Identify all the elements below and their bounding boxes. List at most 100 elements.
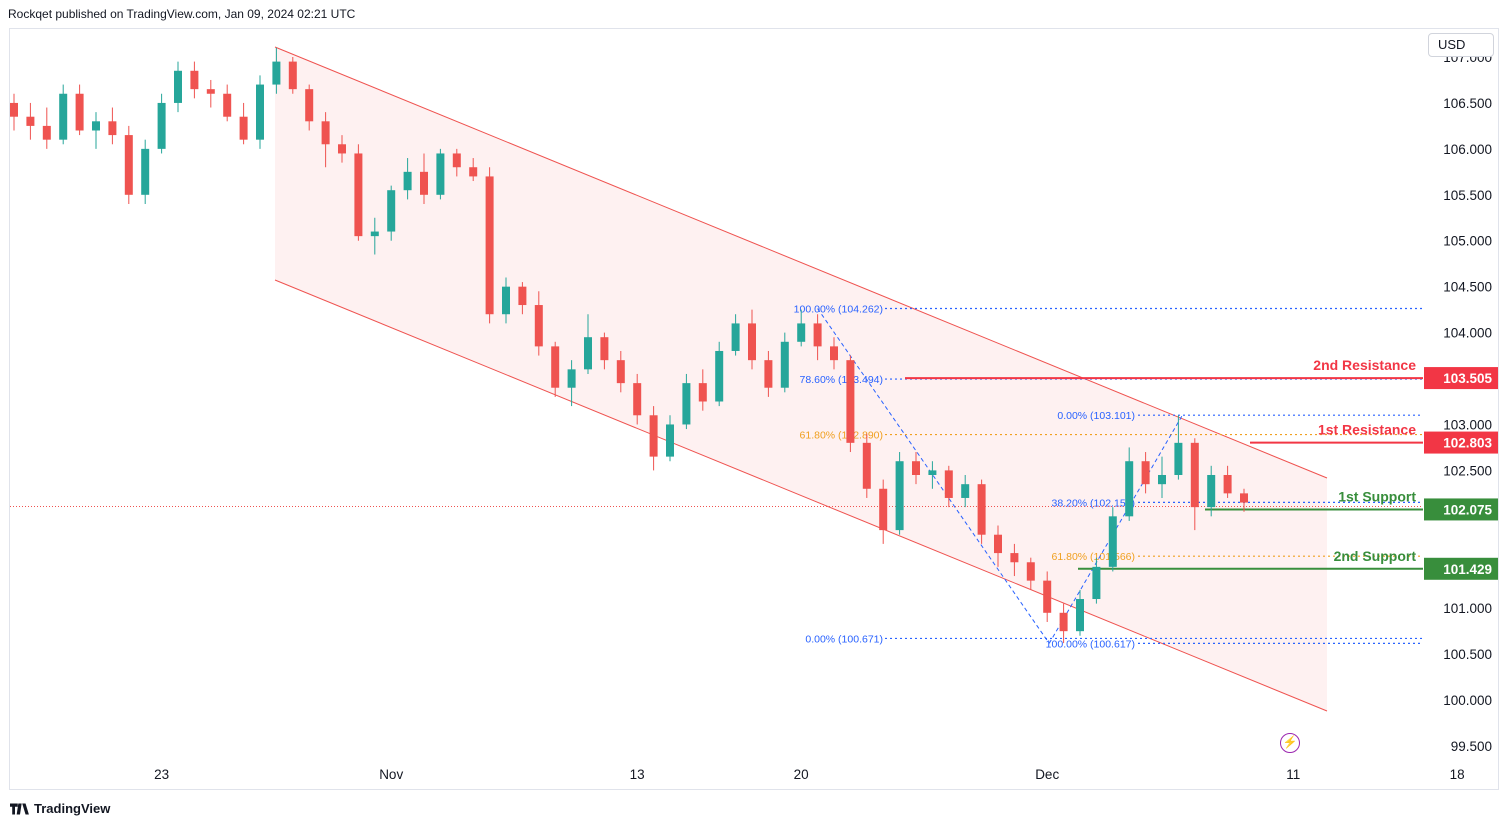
price-axis-label: 105.000 — [1443, 234, 1492, 249]
channel-lower-line — [274, 279, 1328, 712]
candle-body — [616, 360, 625, 384]
candle-body — [780, 341, 789, 388]
candle-body — [813, 323, 822, 347]
candle-body — [584, 337, 592, 370]
candle-body — [1092, 566, 1101, 600]
price-axis-label: 100.500 — [1443, 647, 1492, 662]
candle-body — [305, 89, 314, 122]
candle-body — [1059, 612, 1068, 632]
candle-body — [731, 323, 740, 351]
fib-diagonal — [817, 308, 1050, 644]
candle-body — [1223, 474, 1232, 494]
candle-body — [1240, 493, 1248, 503]
candle-body — [698, 383, 707, 402]
candle-body — [1207, 474, 1216, 508]
candle-body — [633, 383, 642, 416]
candle-body — [1125, 461, 1134, 517]
candle-body — [469, 167, 478, 177]
candle-body — [551, 346, 560, 388]
fib-label: 61.80% (102.890) — [800, 430, 883, 442]
currency-button[interactable]: USD — [1428, 33, 1494, 57]
fib-label: 100.00% (100.617) — [1046, 638, 1135, 650]
candle-body — [1141, 461, 1150, 485]
candle-body — [206, 89, 215, 94]
candle-body — [190, 70, 199, 90]
candle-body — [59, 93, 68, 140]
candle-body — [748, 323, 756, 361]
fib-label: 38.20% (102.152) — [1052, 497, 1135, 509]
candle-body — [26, 116, 35, 126]
candle-body — [288, 61, 297, 90]
candle-body — [666, 424, 674, 457]
candle-body — [715, 350, 724, 402]
candle-body — [994, 534, 1002, 554]
candle-body — [239, 116, 248, 140]
price-axis-label: 101.000 — [1443, 601, 1492, 616]
channel-upper-line — [274, 46, 1328, 479]
candle-body — [879, 488, 888, 531]
chart-frame — [9, 28, 1499, 790]
candle-body — [1158, 474, 1166, 485]
candle-body — [75, 93, 84, 131]
candle-body — [485, 176, 494, 315]
candle-body — [272, 61, 281, 85]
candle-body — [518, 286, 527, 306]
candle-body — [452, 153, 461, 168]
fib-label: 100.00% (104.262) — [794, 304, 883, 316]
candle-body — [1010, 553, 1019, 563]
price-tag-label: 102.075 — [1443, 502, 1492, 517]
price-axis-label: 106.000 — [1443, 142, 1492, 157]
fib-label: 78.60% (103.494) — [800, 374, 883, 386]
candle-body — [534, 305, 543, 347]
time-axis-label: 20 — [794, 767, 809, 782]
level-label: 1st Resistance — [1318, 422, 1416, 438]
price-axis-label: 106.500 — [1443, 96, 1492, 111]
candle-body — [944, 470, 953, 498]
price-axis-label: 104.000 — [1443, 326, 1492, 341]
channel-fill — [275, 47, 1327, 711]
candle-body — [174, 70, 182, 103]
price-tag-label: 102.803 — [1443, 436, 1492, 451]
tradingview-logo-icon — [10, 802, 29, 815]
candle-body — [895, 461, 904, 531]
candle-body — [370, 231, 379, 237]
candle-body — [338, 144, 346, 154]
candle-body — [961, 484, 970, 498]
footer-brand[interactable]: TradingView — [10, 801, 110, 816]
time-axis-label: 11 — [1286, 767, 1300, 782]
price-tag — [1424, 557, 1498, 580]
price-axis-label: 99.500 — [1451, 739, 1492, 754]
candle-body — [403, 171, 412, 191]
time-axis-label: Dec — [1035, 767, 1059, 782]
candle-body — [108, 121, 117, 136]
candle-body — [912, 461, 920, 475]
candle-body — [157, 102, 166, 149]
lightning-icon[interactable]: ⚡ — [1280, 733, 1300, 753]
candle-body — [223, 93, 232, 117]
price-axis-label: 100.000 — [1443, 693, 1492, 708]
fib-label: 0.00% (103.101) — [1057, 410, 1135, 422]
candle-body — [387, 190, 396, 232]
candle-body — [354, 153, 363, 237]
candle-body — [1026, 562, 1035, 581]
candle-body — [10, 102, 18, 117]
candle-body — [1108, 516, 1117, 567]
time-axis-label: 13 — [630, 767, 645, 782]
candle-body — [256, 84, 264, 140]
footer-brand-text: TradingView — [34, 801, 111, 816]
candle-body — [797, 323, 806, 342]
candle-body — [141, 148, 150, 195]
candle-body — [321, 121, 330, 145]
attribution-text: Rockqet published on TradingView.com, Ja… — [8, 7, 356, 21]
candle-body — [846, 360, 855, 443]
price-axis-label: 104.500 — [1443, 280, 1492, 295]
level-label: 1st Support — [1338, 488, 1416, 504]
price-tag-label: 103.505 — [1443, 371, 1492, 386]
candle-body — [764, 360, 773, 388]
fib-label: 0.00% (100.671) — [805, 633, 883, 645]
fib-label: 61.80% (101.566) — [1052, 551, 1135, 563]
candle-body — [977, 484, 986, 535]
candle-body — [649, 415, 658, 457]
candle-body — [567, 369, 576, 388]
